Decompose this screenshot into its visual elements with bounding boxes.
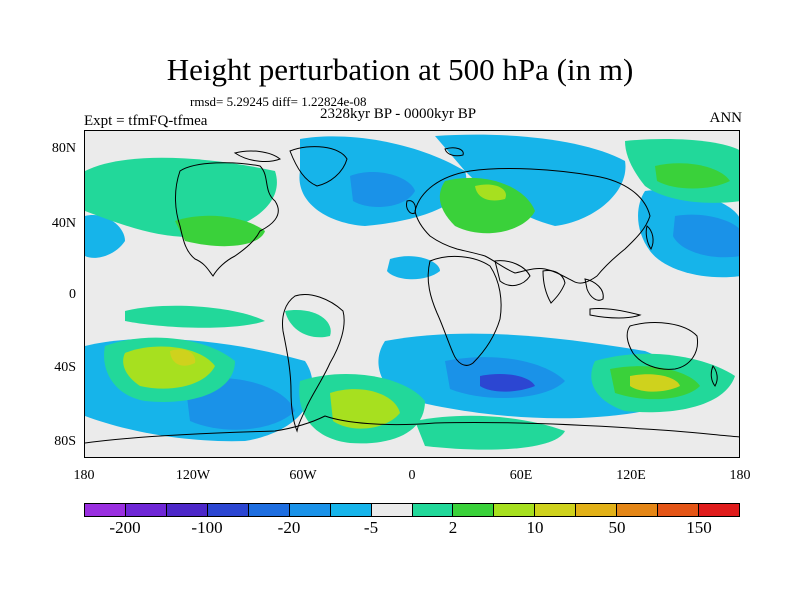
coast-uk: [406, 200, 416, 214]
colorbar-label: 150: [686, 518, 712, 537]
positive-anomaly-north-pacific-west-core: [655, 163, 730, 189]
plot-title: Height perturbation at 500 hPa (in m): [166, 52, 634, 87]
y-tick-80s: 80S: [54, 434, 76, 449]
coast-southeast-asia: [584, 278, 604, 301]
colorbar-swatch: [453, 504, 495, 516]
coast-eurasia: [414, 168, 651, 284]
x-tick-0: 0: [408, 468, 416, 483]
positive-anomaly-south-atlantic-peak: [330, 389, 400, 429]
colorbar-label: 50: [608, 518, 626, 537]
colorbar-swatch: [617, 504, 659, 516]
y-tick-40s: 40S: [54, 360, 76, 375]
coast-australia: [626, 322, 699, 370]
y-tick-0: 0: [69, 287, 76, 302]
x-tick-60w: 60W: [289, 468, 317, 483]
x-tick-120e: 120E: [616, 468, 646, 483]
coast-svalbard: [444, 147, 464, 157]
experiment-label: Expt = tfmFQ-tfmea: [84, 113, 208, 129]
positive-anomaly-eurasia-peak: [475, 184, 506, 201]
coast-south-america: [282, 294, 345, 433]
height-field: [85, 134, 739, 450]
colorbar-label: -5: [363, 518, 379, 537]
x-tick-180e: 180: [729, 468, 751, 483]
colorbar-swatch: [658, 504, 700, 516]
coast-arctic-islands: [233, 150, 281, 162]
colorbar: [84, 503, 740, 517]
coast-north-america: [175, 162, 279, 277]
colorbar-label: -20: [277, 518, 301, 537]
negative-anomaly-north-africa: [387, 256, 440, 280]
positive-anomaly-south-pacific-east-peak: [630, 374, 680, 392]
y-tick-80n: 80N: [51, 141, 76, 156]
colorbar-label: 10: [526, 518, 544, 537]
colorbar-label: -200: [109, 518, 141, 537]
positive-anomaly-eurasia: [439, 177, 535, 234]
colorbar-swatch: [371, 504, 413, 516]
x-tick-180w: 180: [73, 468, 95, 483]
contour-map: [85, 134, 739, 450]
colorbar-label: -100: [191, 518, 223, 537]
colorbar-swatch: [248, 504, 290, 516]
colorbar-swatch: [166, 504, 208, 516]
colorbar-swatch: [289, 504, 331, 516]
colorbar-swatch: [330, 504, 372, 516]
map-panel: [84, 130, 740, 458]
colorbar-label: 2: [448, 518, 458, 537]
negative-anomaly-north-pacific-core: [673, 214, 739, 258]
period-text: 2328kyr BP - 0000kyr BP: [320, 106, 477, 122]
coastlines: [85, 146, 739, 444]
positive-anomaly-north-america: [85, 157, 277, 237]
season-label: ANN: [709, 110, 743, 126]
positive-anomaly-antarctic-east: [415, 415, 565, 450]
coast-japan: [645, 225, 654, 250]
positive-anomaly-pacific-east: [175, 215, 265, 247]
positive-anomaly-tropical-pacific: [125, 305, 265, 328]
coast-indonesia: [589, 308, 642, 319]
negative-anomaly-west-pacific: [85, 215, 125, 258]
colorbar-swatch: [85, 504, 126, 516]
positive-anomaly-south-pacific-peak: [170, 349, 196, 366]
colorbar-swatch: [207, 504, 249, 516]
colorbar-swatch: [412, 504, 454, 516]
coast-new-zealand: [710, 365, 718, 387]
x-tick-120w: 120W: [175, 468, 211, 483]
coast-india: [542, 270, 566, 304]
positive-anomaly-tropical-atlantic: [285, 310, 331, 338]
negative-anomaly-arctic: [435, 134, 626, 226]
stats-text: rmsd= 5.29245 diff= 1.22824e-08: [190, 94, 367, 109]
coast-africa: [427, 256, 502, 366]
colorbar-swatch: [576, 504, 618, 516]
colorbar-swatch: [535, 504, 577, 516]
x-tick-60e: 60E: [509, 468, 533, 483]
coast-antarctica: [85, 415, 739, 444]
colorbar-swatch: [699, 504, 739, 516]
colorbar-swatch: [125, 504, 167, 516]
negative-anomaly-north-atlantic-core: [350, 171, 415, 207]
negative-anomaly-south-indian-core: [480, 374, 535, 392]
coast-greenland: [289, 146, 348, 187]
y-tick-40n: 40N: [51, 216, 76, 231]
colorbar-swatch: [494, 504, 536, 516]
coast-arabia: [494, 260, 531, 287]
